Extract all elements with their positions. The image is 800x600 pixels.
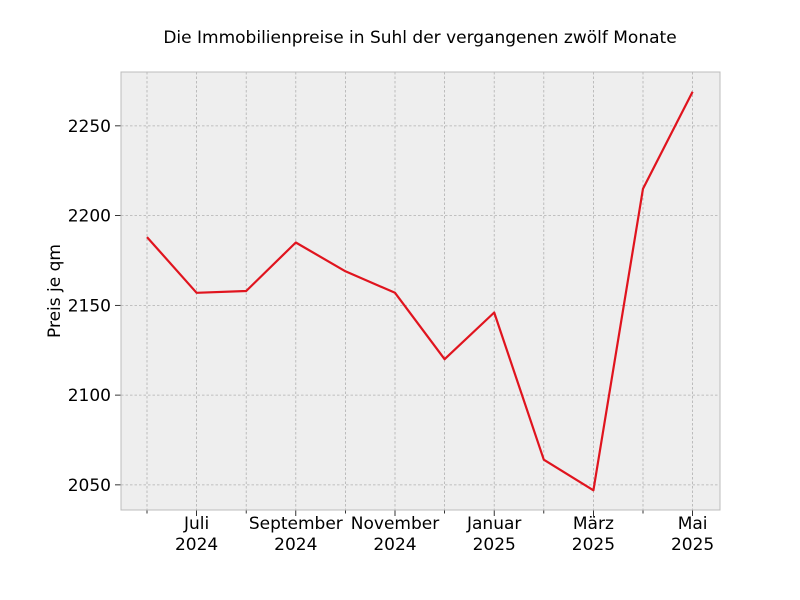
- x-tick-label: März 2025: [572, 514, 615, 555]
- y-tick-label: 2100: [68, 386, 111, 406]
- grid-lines: [121, 72, 720, 510]
- y-tick-label: 2200: [68, 207, 111, 227]
- y-tick-label: 2050: [68, 476, 111, 496]
- plot-frame: [120, 71, 721, 511]
- x-tick-label: Juli 2024: [175, 514, 218, 555]
- x-tick-label: September 2024: [249, 514, 343, 555]
- y-axis-label: Preis je qm: [45, 244, 65, 338]
- price-series-line: [146, 91, 694, 492]
- y-tick-label: 2250: [68, 117, 111, 137]
- x-tick-label: November 2024: [351, 514, 439, 555]
- chart-title: Die Immobilienpreise in Suhl der vergang…: [163, 28, 676, 48]
- y-axis-ticks: 2050 2100 2150 2200 2250: [68, 117, 121, 496]
- x-tick-label: Mai 2025: [671, 514, 714, 555]
- y-tick-label: 2150: [68, 296, 111, 316]
- plot-area: [121, 72, 720, 510]
- x-tick-label: Januar 2025: [466, 514, 521, 555]
